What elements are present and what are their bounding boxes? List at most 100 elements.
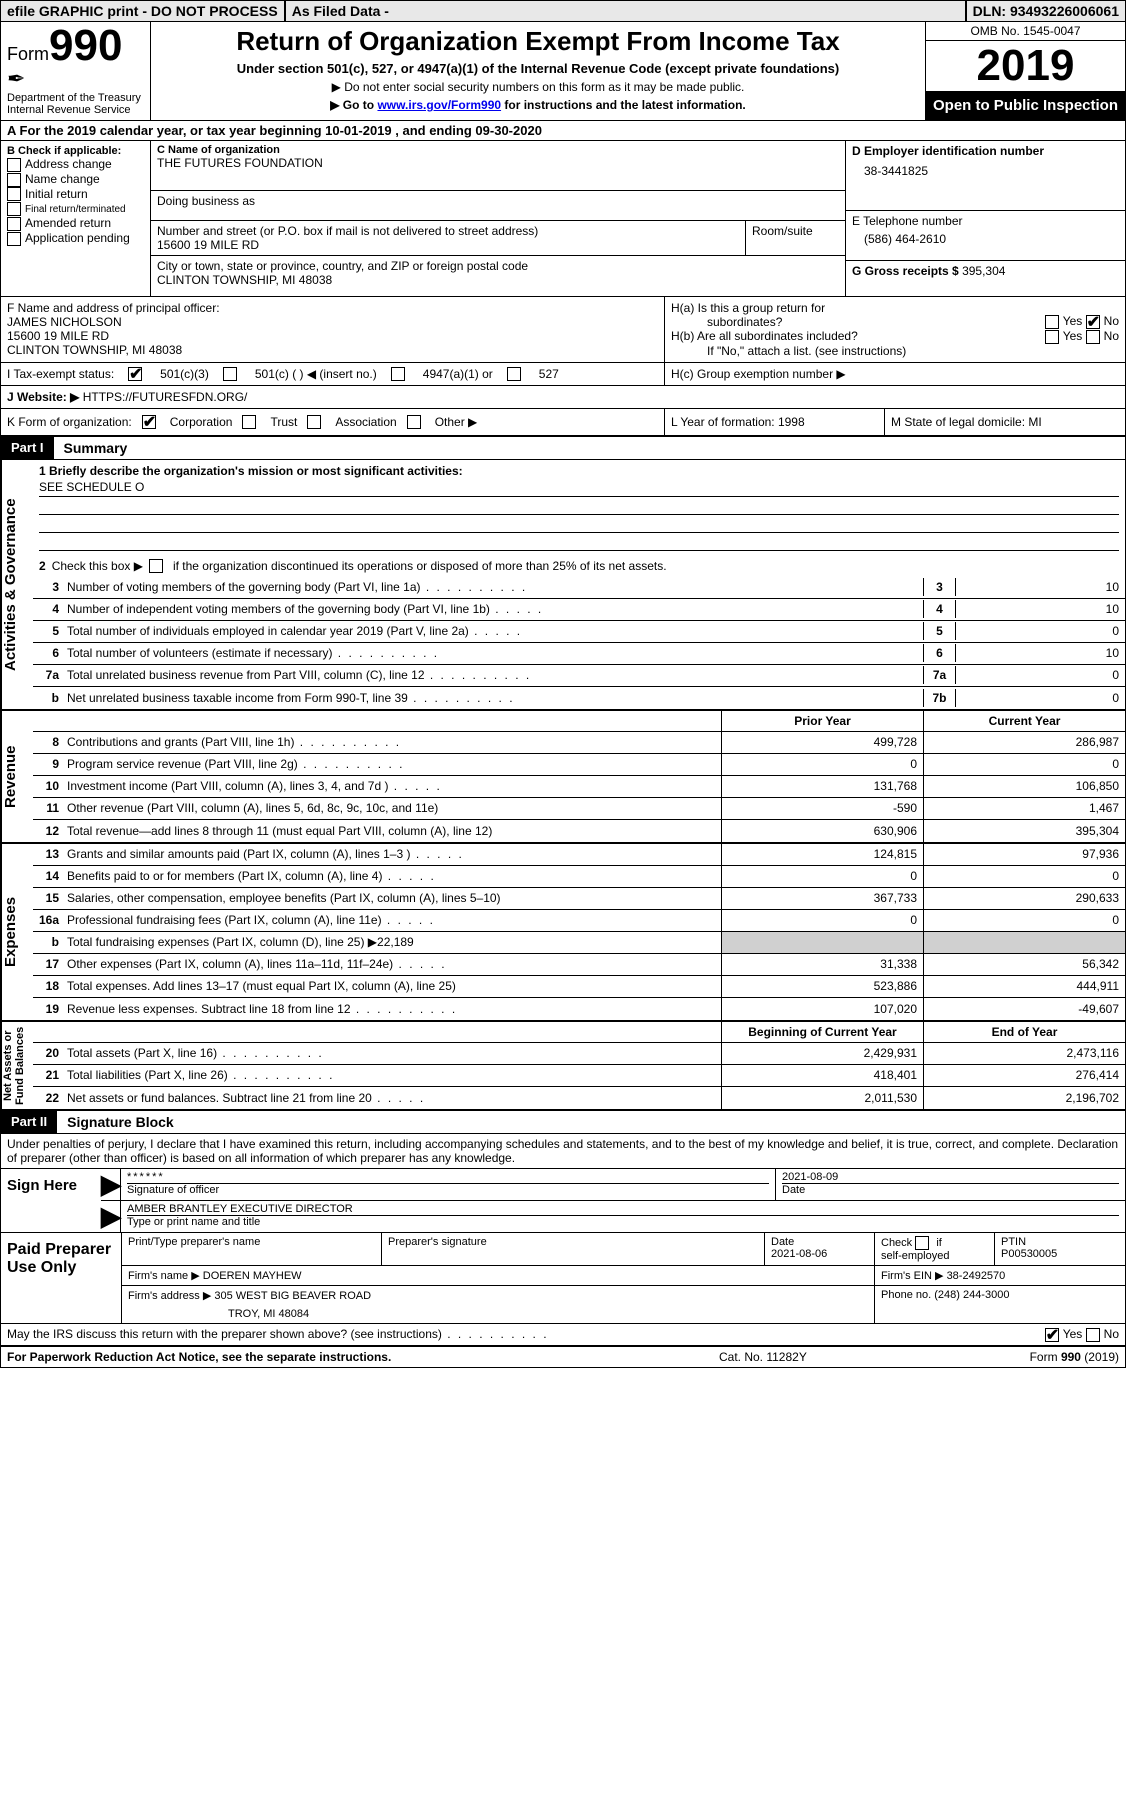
c22: 2,196,702	[923, 1087, 1125, 1109]
city: CLINTON TOWNSHIP, MI 48038	[157, 273, 839, 287]
firm-name: DOEREN MAYHEW	[203, 1270, 302, 1282]
c20: 2,473,116	[923, 1043, 1125, 1064]
vtab-exp: Expenses	[1, 844, 33, 1020]
footer-l: For Paperwork Reduction Act Notice, see …	[7, 1350, 719, 1364]
dln: DLN: 93493226006061	[967, 1, 1125, 21]
chk-amended[interactable]	[7, 217, 21, 231]
ha-yes-lbl: Yes	[1063, 314, 1083, 328]
p10: 131,768	[721, 776, 923, 797]
i-501c3[interactable]	[128, 367, 142, 381]
hdr-eoy: End of Year	[923, 1022, 1125, 1042]
ein-lbl: D Employer identification number	[852, 144, 1119, 158]
p17: 31,338	[721, 954, 923, 975]
discuss-yes[interactable]	[1045, 1328, 1059, 1342]
c11: 1,467	[923, 798, 1125, 819]
c18: 444,911	[923, 976, 1125, 997]
p16a: 0	[721, 910, 923, 931]
firm-ph: (248) 244-3000	[934, 1289, 1009, 1301]
prep-h4b: if	[936, 1237, 942, 1249]
firm-ein-lbl: Firm's EIN ▶	[881, 1270, 944, 1282]
c15: 290,633	[923, 888, 1125, 909]
prep-h4a: Check	[881, 1237, 912, 1249]
hdr-bcy: Beginning of Current Year	[721, 1022, 923, 1042]
i-4947[interactable]	[391, 367, 405, 381]
chk-initial[interactable]	[7, 187, 21, 201]
website: HTTPS://FUTURESFDN.ORG/	[83, 390, 248, 404]
form-title: Return of Organization Exempt From Incom…	[157, 26, 919, 57]
bandA-begin: 10-01-2019	[325, 123, 392, 138]
part1-header: Part I Summary	[1, 437, 1125, 460]
asfiled-label: As Filed Data -	[286, 1, 967, 21]
ha-no[interactable]	[1086, 315, 1100, 329]
hb-yes[interactable]	[1045, 330, 1059, 344]
irs-link[interactable]: www.irs.gov/Form990	[377, 98, 501, 112]
sec-h: H(a) Is this a group return for subordin…	[665, 297, 1125, 362]
part1-tag: Part I	[1, 437, 54, 459]
j-lbl: J Website: ▶	[7, 390, 79, 404]
i-501c[interactable]	[223, 367, 237, 381]
i-527[interactable]	[507, 367, 521, 381]
section-bcd: B Check if applicable: Address change Na…	[1, 141, 1125, 297]
hc-lbl: H(c) Group exemption number ▶	[665, 363, 1125, 385]
p13: 124,815	[721, 844, 923, 865]
room-lbl: Room/suite	[752, 224, 839, 238]
hdr-current: Current Year	[923, 711, 1125, 731]
sec-j: J Website: ▶ HTTPS://FUTURESFDN.ORG/	[1, 386, 1125, 409]
firm-addr1: 305 WEST BIG BEAVER ROAD	[214, 1290, 371, 1302]
l2-chk[interactable]	[149, 559, 163, 573]
dept: Department of the Treasury Internal Reve…	[7, 92, 144, 116]
ha-yes[interactable]	[1045, 315, 1059, 329]
officer-addr2: CLINTON TOWNSHIP, MI 48038	[7, 343, 658, 357]
i-o3: 4947(a)(1) or	[423, 367, 493, 381]
sign-label: Sign Here	[1, 1169, 101, 1232]
p9: 0	[721, 754, 923, 775]
prep-h2: Preparer's signature	[382, 1233, 765, 1265]
v5: 0	[955, 622, 1125, 640]
city-lbl: City or town, state or province, country…	[157, 259, 839, 273]
ha2-lbl: subordinates?	[671, 315, 782, 329]
sign-arrow-1: ▶	[101, 1169, 121, 1200]
firm-addr2: TROY, MI 48084	[128, 1302, 868, 1320]
l13: Grants and similar amounts paid (Part IX…	[63, 845, 721, 863]
bandA-mid: , and ending	[392, 123, 476, 138]
l1-lbl: 1 Briefly describe the organization's mi…	[39, 464, 1119, 478]
k-other[interactable]	[407, 415, 421, 429]
footer: For Paperwork Reduction Act Notice, see …	[1, 1345, 1125, 1367]
p11: -590	[721, 798, 923, 819]
b-i1: Name change	[25, 172, 100, 186]
l3: Number of voting members of the governin…	[63, 578, 923, 596]
c16a: 0	[923, 910, 1125, 931]
chk-address[interactable]	[7, 158, 21, 172]
bandA-end: 09-30-2020	[475, 123, 542, 138]
l22: Net assets or fund balances. Subtract li…	[63, 1089, 721, 1107]
topbar: efile GRAPHIC print - DO NOT PROCESS As …	[1, 1, 1125, 22]
c10: 106,850	[923, 776, 1125, 797]
p12: 630,906	[721, 820, 923, 842]
k-trust[interactable]	[242, 415, 256, 429]
tel-lbl: E Telephone number	[852, 214, 1119, 228]
discuss-row: May the IRS discuss this return with the…	[1, 1323, 1125, 1345]
col-b: B Check if applicable: Address change Na…	[1, 141, 151, 296]
hb-no[interactable]	[1086, 330, 1100, 344]
k-assoc[interactable]	[307, 415, 321, 429]
chk-name[interactable]	[7, 173, 21, 187]
officer-name: JAMES NICHOLSON	[7, 315, 658, 329]
l16b: Total fundraising expenses (Part IX, col…	[63, 933, 721, 951]
form-990-page: efile GRAPHIC print - DO NOT PROCESS As …	[0, 0, 1126, 1368]
v7b: 0	[955, 689, 1125, 707]
chk-pending[interactable]	[7, 232, 21, 246]
l7b: Net unrelated business taxable income fr…	[63, 689, 923, 707]
discuss-no[interactable]	[1086, 1328, 1100, 1342]
k-corp[interactable]	[142, 415, 156, 429]
hdr-prior: Prior Year	[721, 711, 923, 731]
c17: 56,342	[923, 954, 1125, 975]
ein: 38-3441825	[852, 158, 1119, 184]
p14: 0	[721, 866, 923, 887]
chk-final[interactable]	[7, 202, 21, 216]
sign-date: 2021-08-09	[782, 1171, 1119, 1183]
expenses-section: Expenses 13Grants and similar amounts pa…	[1, 842, 1125, 1020]
perjury-text: Under penalties of perjury, I declare th…	[1, 1134, 1125, 1169]
p22: 2,011,530	[721, 1087, 923, 1109]
chk-selfemployed[interactable]	[915, 1236, 929, 1250]
l16a: Professional fundraising fees (Part IX, …	[63, 911, 721, 929]
